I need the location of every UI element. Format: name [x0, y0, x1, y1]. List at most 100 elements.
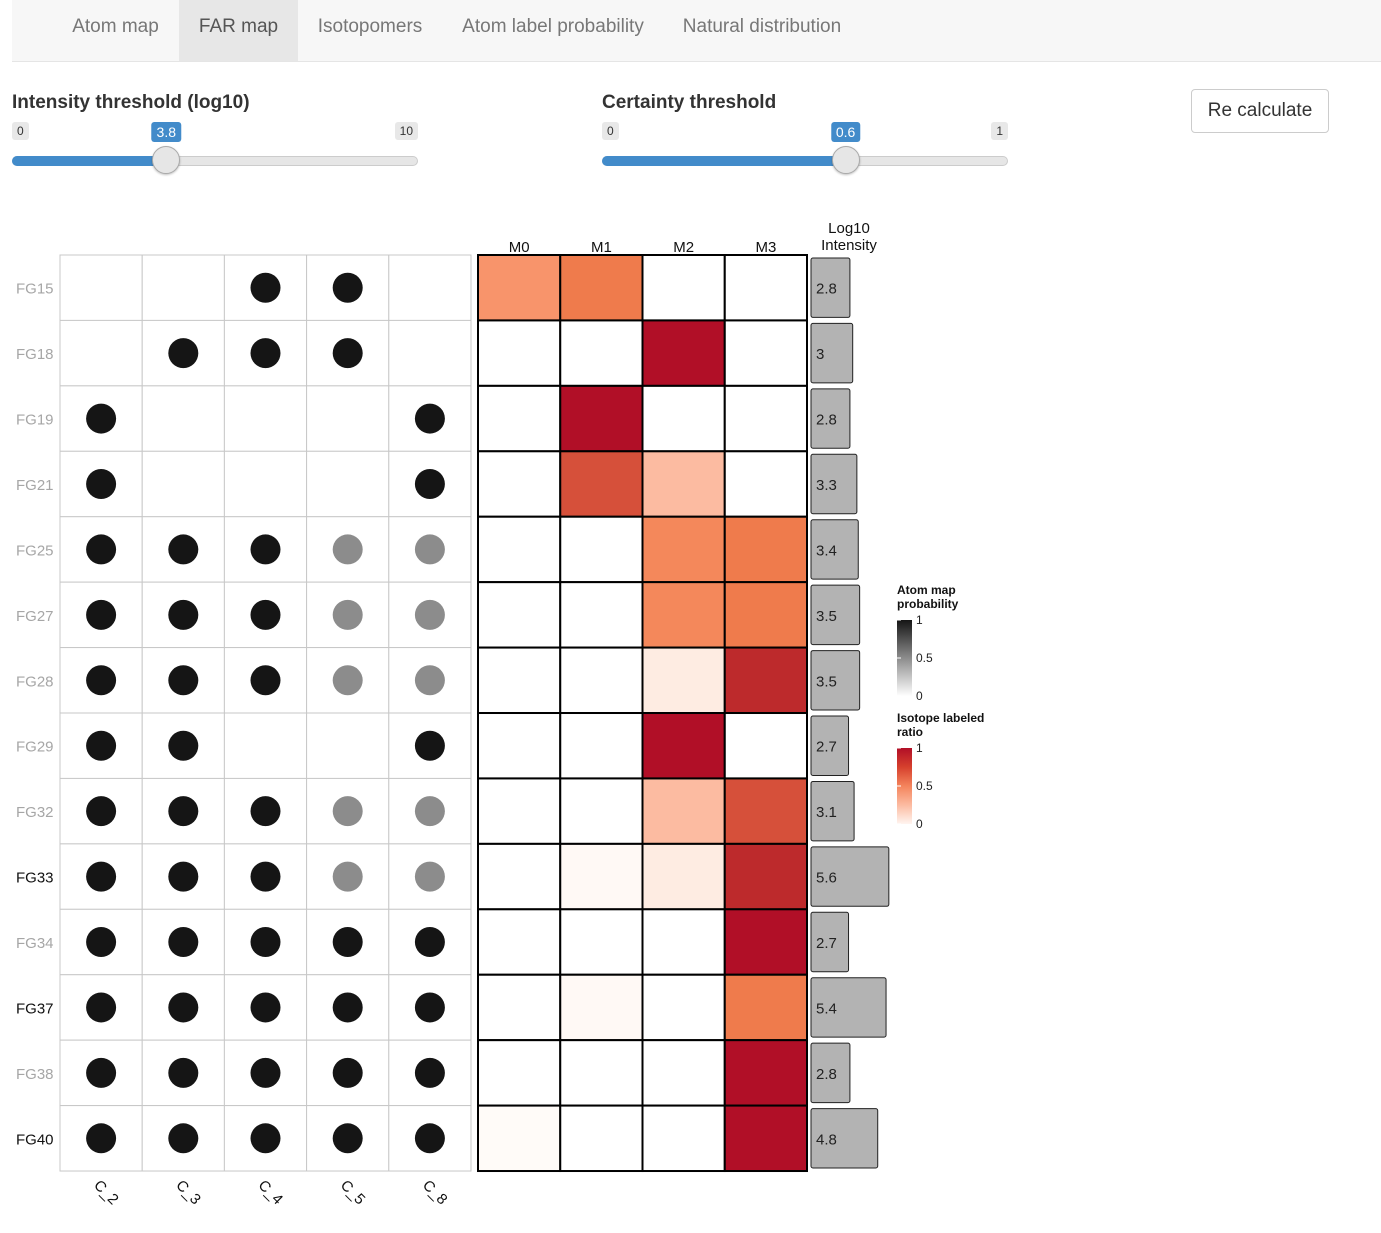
intensity-bar — [810, 453, 858, 515]
intensity-bar — [810, 388, 851, 449]
atom-map-dot — [168, 861, 199, 892]
atom-map-dot — [168, 665, 199, 696]
tab-far-map[interactable]: FAR map — [179, 0, 298, 61]
isotope-ratio-cell — [477, 842, 562, 911]
slider-max-label: 1 — [991, 122, 1008, 140]
atom-map-dot — [86, 1057, 117, 1088]
atom-map-cell — [388, 319, 472, 387]
atom-map-dot — [250, 338, 281, 369]
isotope-ratio-cell — [641, 646, 726, 715]
atom-map-cell — [306, 319, 390, 387]
slider-fill — [12, 156, 167, 166]
atom-map-dot — [250, 665, 281, 696]
intensity-bar — [810, 846, 890, 907]
isotope-ratio-cell — [559, 842, 644, 911]
isotope-ratio-cell — [559, 1039, 644, 1107]
atom-map-cell — [306, 712, 390, 779]
atom-map-dot — [168, 796, 199, 827]
isotope-ratio-cell — [559, 646, 644, 715]
slider-min-label: 0 — [12, 122, 29, 140]
isotope-ratio-cell — [723, 319, 808, 387]
isotope-ratio-cell — [723, 842, 808, 911]
intensity-threshold-slider[interactable]: 0 10 3.8 — [12, 122, 418, 174]
isotope-ratio-cell — [723, 908, 808, 976]
isotope-ratio-cell — [477, 254, 562, 322]
isotope-ratio-cell — [477, 1039, 562, 1107]
atom-map-dot — [250, 272, 281, 303]
tab-bar: Atom map FAR map Isotopomers Atom label … — [12, 0, 1381, 62]
intensity-bar — [810, 780, 855, 842]
atom-map-dot — [168, 1057, 199, 1088]
atom-map-dot — [414, 665, 445, 696]
isotope-column-label: M0 — [509, 239, 530, 256]
atom-map-dot — [332, 599, 363, 630]
atom-map-cell — [223, 385, 308, 452]
row-label: FG25 — [16, 542, 54, 559]
atom-map-dot — [414, 599, 445, 630]
isotope-ratio-cell — [723, 581, 808, 649]
intensity-bar-label: 2.8 — [816, 412, 837, 429]
isotope-ratio-cell — [641, 254, 726, 322]
atom-map-dot — [414, 1123, 445, 1154]
isotope-ratio-cell — [559, 712, 644, 780]
atom-map-dot — [250, 861, 281, 892]
slider-min-label: 0 — [602, 122, 619, 140]
isotope-ratio-cell — [559, 515, 644, 584]
tab-isotopomers[interactable]: Isotopomers — [317, 16, 423, 37]
isotope-ratio-cell — [641, 842, 726, 911]
slider-handle[interactable] — [831, 146, 860, 174]
isotope-ratio-cell — [477, 1104, 562, 1173]
isotope-column-label: M3 — [755, 239, 776, 256]
atom-map-cell — [141, 450, 225, 518]
isotope-ratio-cell — [641, 384, 726, 453]
isotope-ratio-cell — [559, 973, 644, 1042]
atom-map-dot — [250, 534, 281, 565]
atom-map-cell — [59, 319, 143, 387]
atom-map-dot — [414, 796, 445, 827]
intensity-bar-label: 5.4 — [816, 1000, 837, 1017]
isotope-ratio-cell — [477, 712, 562, 780]
isotope-ratio-cell — [477, 581, 562, 649]
atom-map-dot — [332, 665, 363, 696]
slider-handle[interactable] — [152, 146, 181, 174]
atom-map-dot — [86, 1123, 117, 1154]
isotope-ratio-cell — [559, 319, 644, 387]
slider-value-label: 3.8 — [151, 122, 181, 142]
intensity-bar-label: 2.7 — [816, 935, 837, 952]
isotope-ratio-cell — [477, 450, 562, 518]
tab-atom-label-probability[interactable]: Atom label probability — [462, 16, 644, 37]
isotope-ratio-cell — [723, 973, 808, 1042]
tab-natural-distribution[interactable]: Natural distribution — [682, 16, 842, 37]
atom-map-dot — [168, 1123, 199, 1154]
isotope-ratio-cell — [559, 1104, 644, 1173]
intensity-bar-label: 5.6 — [816, 870, 837, 887]
atom-map-dot — [250, 796, 281, 827]
recalculate-button[interactable]: Re calculate — [1191, 89, 1329, 133]
isotope-ratio-cell — [641, 581, 726, 649]
intensity-bar-label: 3.5 — [816, 608, 837, 625]
atom-map-dot — [168, 992, 199, 1023]
atom-column-label: C_5 — [337, 1177, 368, 1208]
isotope-ratio-cell — [641, 973, 726, 1042]
intensity-bar — [810, 650, 861, 711]
atom-map-cell — [306, 450, 390, 518]
intensity-bar — [810, 1042, 851, 1104]
intensity-bar-label: 3.5 — [816, 673, 837, 690]
certainty-threshold-slider[interactable]: 0 1 0.6 — [602, 122, 1008, 174]
intensity-bar-label: 2.7 — [816, 739, 837, 756]
atom-map-dot — [332, 927, 363, 958]
isotope-ratio-cell — [723, 384, 808, 453]
atom-map-dot — [332, 992, 363, 1023]
atom-map-probability-legend-tick: 0 — [916, 689, 923, 703]
intensity-bar-label: 3 — [816, 346, 824, 363]
isotope-ratio-cell — [559, 908, 644, 976]
atom-column-label: C_4 — [255, 1177, 286, 1208]
atom-map-dot — [414, 469, 445, 500]
isotope-ratio-cell — [723, 254, 808, 322]
atom-map-dot — [332, 338, 363, 369]
isotope-ratio-cell — [477, 515, 562, 584]
tab-atom-map[interactable]: Atom map — [72, 16, 159, 37]
slider-fill — [602, 156, 846, 166]
row-label: FG28 — [16, 673, 54, 690]
isotope-ratio-cell — [477, 973, 562, 1042]
